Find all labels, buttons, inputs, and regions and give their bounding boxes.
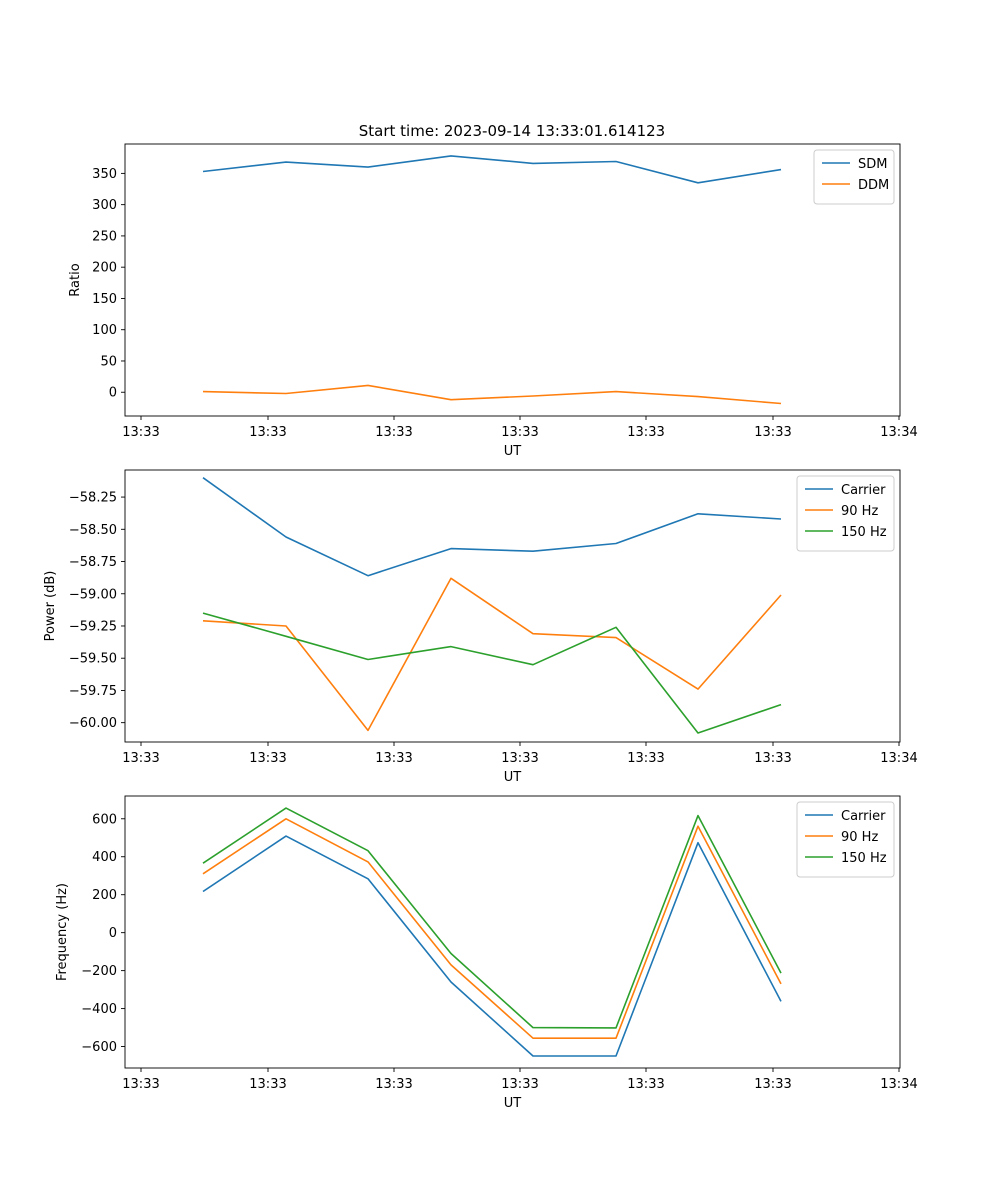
x-tick-label: 13:33 xyxy=(375,425,412,440)
y-tick-label: −59.00 xyxy=(69,587,117,602)
x-tick-label: 13:33 xyxy=(627,1077,664,1092)
y-tick-label: 200 xyxy=(92,261,117,276)
legend: SDM DDM xyxy=(813,149,895,205)
axes-frame xyxy=(124,143,901,417)
y-tick-label: 300 xyxy=(92,198,117,213)
y-tick-label: −58.50 xyxy=(69,523,117,538)
x-tick-label: 13:33 xyxy=(122,1077,159,1092)
series-line-carrier xyxy=(202,835,782,1057)
y-tick-label: 400 xyxy=(92,850,117,865)
y-tick-label: −600 xyxy=(81,1040,117,1055)
axes-frame xyxy=(124,795,901,1069)
x-tick-label: 13:33 xyxy=(627,425,664,440)
x-axis-label: UT xyxy=(504,770,522,785)
x-tick-label: 13:33 xyxy=(754,1077,791,1092)
x-tick-label: 13:34 xyxy=(880,751,917,766)
axes-frame xyxy=(124,469,901,743)
series-line-150-hz xyxy=(202,612,782,734)
y-axis-label: Power (dB) xyxy=(43,571,58,642)
legend: Carrier 90 Hz 150 Hz xyxy=(796,475,895,552)
y-tick-label: 250 xyxy=(92,229,117,244)
x-tick-label: 13:33 xyxy=(375,1077,412,1092)
legend-label: Carrier xyxy=(841,483,886,498)
x-tick-label: 13:33 xyxy=(249,425,286,440)
x-tick-label: 13:33 xyxy=(122,751,159,766)
y-axis-label: Frequency (Hz) xyxy=(55,883,70,981)
y-tick-label: −58.75 xyxy=(69,555,117,570)
y-tick-label: 200 xyxy=(92,888,117,903)
chart-1: 13:33 13:33 13:33 13:33 13:33 13:33 13:34 0 50 10… xyxy=(68,143,918,459)
chart-3: 13:33 13:33 13:33 13:33 13:33 13:33 13:34 −600 −… xyxy=(55,795,918,1111)
y-tick-label: 350 xyxy=(92,167,117,182)
y-tick-label: 150 xyxy=(92,292,117,307)
x-tick-label: 13:34 xyxy=(880,1077,917,1092)
series-line-90-hz xyxy=(202,817,782,1039)
x-tick-label: 13:33 xyxy=(754,751,791,766)
x-tick-label: 13:33 xyxy=(754,425,791,440)
y-tick-label: 100 xyxy=(92,323,117,338)
legend-label: DDM xyxy=(858,178,889,193)
figure-title: Start time: 2023-09-14 13:33:01.614123 xyxy=(359,122,665,140)
x-tick-label: 13:33 xyxy=(627,751,664,766)
series-line-150-hz xyxy=(202,807,782,1029)
legend-box xyxy=(796,801,895,878)
y-tick-label: −60.00 xyxy=(69,716,117,731)
series-line-ddm xyxy=(202,384,782,405)
x-axis-label: UT xyxy=(504,1096,522,1111)
plots-container: 13:33 13:33 13:33 13:33 13:33 13:33 13:34 0 50 10… xyxy=(43,143,918,1111)
y-axis-label: Ratio xyxy=(68,263,83,296)
x-tick-label: 13:33 xyxy=(501,425,538,440)
legend: Carrier 90 Hz 150 Hz xyxy=(796,801,895,878)
y-tick-label: −200 xyxy=(81,964,117,979)
y-tick-label: −59.75 xyxy=(69,684,117,699)
legend-box xyxy=(796,475,895,552)
y-tick-label: −400 xyxy=(81,1002,117,1017)
legend-label: 150 Hz xyxy=(841,525,887,540)
y-tick-label: −59.25 xyxy=(69,619,117,634)
x-tick-label: 13:33 xyxy=(249,1077,286,1092)
legend-label: 150 Hz xyxy=(841,851,887,866)
x-tick-label: 13:33 xyxy=(122,425,159,440)
y-tick-label: 0 xyxy=(109,386,117,401)
y-tick-label: 50 xyxy=(100,354,117,369)
chart-2: 13:33 13:33 13:33 13:33 13:33 13:33 13:34 −60.0… xyxy=(43,469,918,785)
y-tick-label: 0 xyxy=(109,926,117,941)
x-axis-label: UT xyxy=(504,444,522,459)
y-tick-label: −59.50 xyxy=(69,652,117,667)
series-line-90-hz xyxy=(202,577,782,732)
x-tick-label: 13:33 xyxy=(501,751,538,766)
legend-label: SDM xyxy=(858,157,887,172)
legend-label: 90 Hz xyxy=(841,504,878,519)
legend-label: 90 Hz xyxy=(841,830,878,845)
legend-label: Carrier xyxy=(841,809,886,824)
x-tick-label: 13:33 xyxy=(375,751,412,766)
series-line-carrier xyxy=(202,477,782,577)
series-line-sdm xyxy=(202,155,782,184)
x-tick-label: 13:33 xyxy=(501,1077,538,1092)
y-tick-label: 600 xyxy=(92,812,117,827)
x-tick-label: 13:34 xyxy=(880,425,917,440)
y-tick-label: −58.25 xyxy=(69,491,117,506)
x-tick-label: 13:33 xyxy=(249,751,286,766)
